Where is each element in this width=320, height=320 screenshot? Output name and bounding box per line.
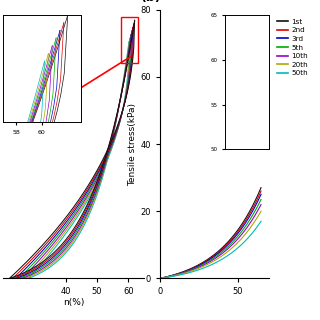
50th — [254, 227, 258, 230]
5th — [254, 207, 258, 211]
10th — [185, 270, 189, 274]
2nd — [162, 276, 166, 279]
5th — [185, 269, 189, 273]
2nd — [164, 275, 168, 279]
2nd — [254, 200, 258, 204]
5th — [259, 197, 263, 201]
20th — [177, 273, 181, 276]
5th — [158, 276, 162, 280]
2nd — [259, 189, 263, 193]
1st — [158, 276, 162, 280]
50th — [164, 276, 168, 279]
3rd — [177, 272, 181, 276]
50th — [158, 276, 162, 280]
10th — [254, 212, 258, 216]
10th — [251, 218, 254, 221]
5th — [164, 275, 168, 279]
1st — [164, 275, 168, 279]
10th — [259, 203, 263, 206]
3rd — [162, 276, 166, 279]
3rd — [254, 203, 258, 207]
3rd — [158, 276, 162, 280]
2nd — [185, 269, 189, 273]
Line: 20th: 20th — [160, 211, 261, 278]
2nd — [158, 276, 162, 280]
10th — [162, 276, 166, 280]
2nd — [177, 272, 181, 276]
3rd — [164, 275, 168, 279]
50th — [251, 231, 254, 235]
1st — [254, 197, 258, 201]
Y-axis label: Tensile stress(kPa): Tensile stress(kPa) — [129, 102, 138, 186]
Line: 10th: 10th — [160, 204, 261, 278]
20th — [164, 276, 168, 279]
3rd — [259, 192, 263, 196]
2nd — [251, 207, 254, 211]
20th — [259, 209, 263, 213]
20th — [185, 270, 189, 274]
20th — [254, 218, 258, 221]
Legend: 1st, 2nd, 3rd, 5th, 10th, 20th, 50th: 1st, 2nd, 3rd, 5th, 10th, 20th, 50th — [275, 16, 311, 79]
3rd — [251, 210, 254, 213]
X-axis label: n(%): n(%) — [63, 298, 84, 307]
Line: 1st: 1st — [160, 188, 261, 278]
1st — [251, 204, 254, 208]
1st — [185, 268, 189, 272]
Line: 3rd: 3rd — [160, 194, 261, 278]
50th — [259, 220, 263, 223]
10th — [177, 272, 181, 276]
5th — [177, 272, 181, 276]
20th — [158, 276, 162, 280]
1st — [162, 276, 166, 279]
10th — [158, 276, 162, 280]
Text: (b): (b) — [140, 0, 161, 4]
50th — [162, 276, 166, 280]
Line: 5th: 5th — [160, 199, 261, 278]
5th — [162, 276, 166, 280]
50th — [185, 271, 189, 275]
3rd — [185, 269, 189, 273]
1st — [177, 271, 181, 275]
1st — [259, 186, 263, 189]
Bar — [121, 17, 138, 63]
10th — [164, 275, 168, 279]
Line: 50th: 50th — [160, 221, 261, 278]
20th — [162, 276, 166, 280]
Line: 2nd: 2nd — [160, 191, 261, 278]
5th — [251, 214, 254, 218]
20th — [251, 223, 254, 227]
50th — [177, 273, 181, 277]
